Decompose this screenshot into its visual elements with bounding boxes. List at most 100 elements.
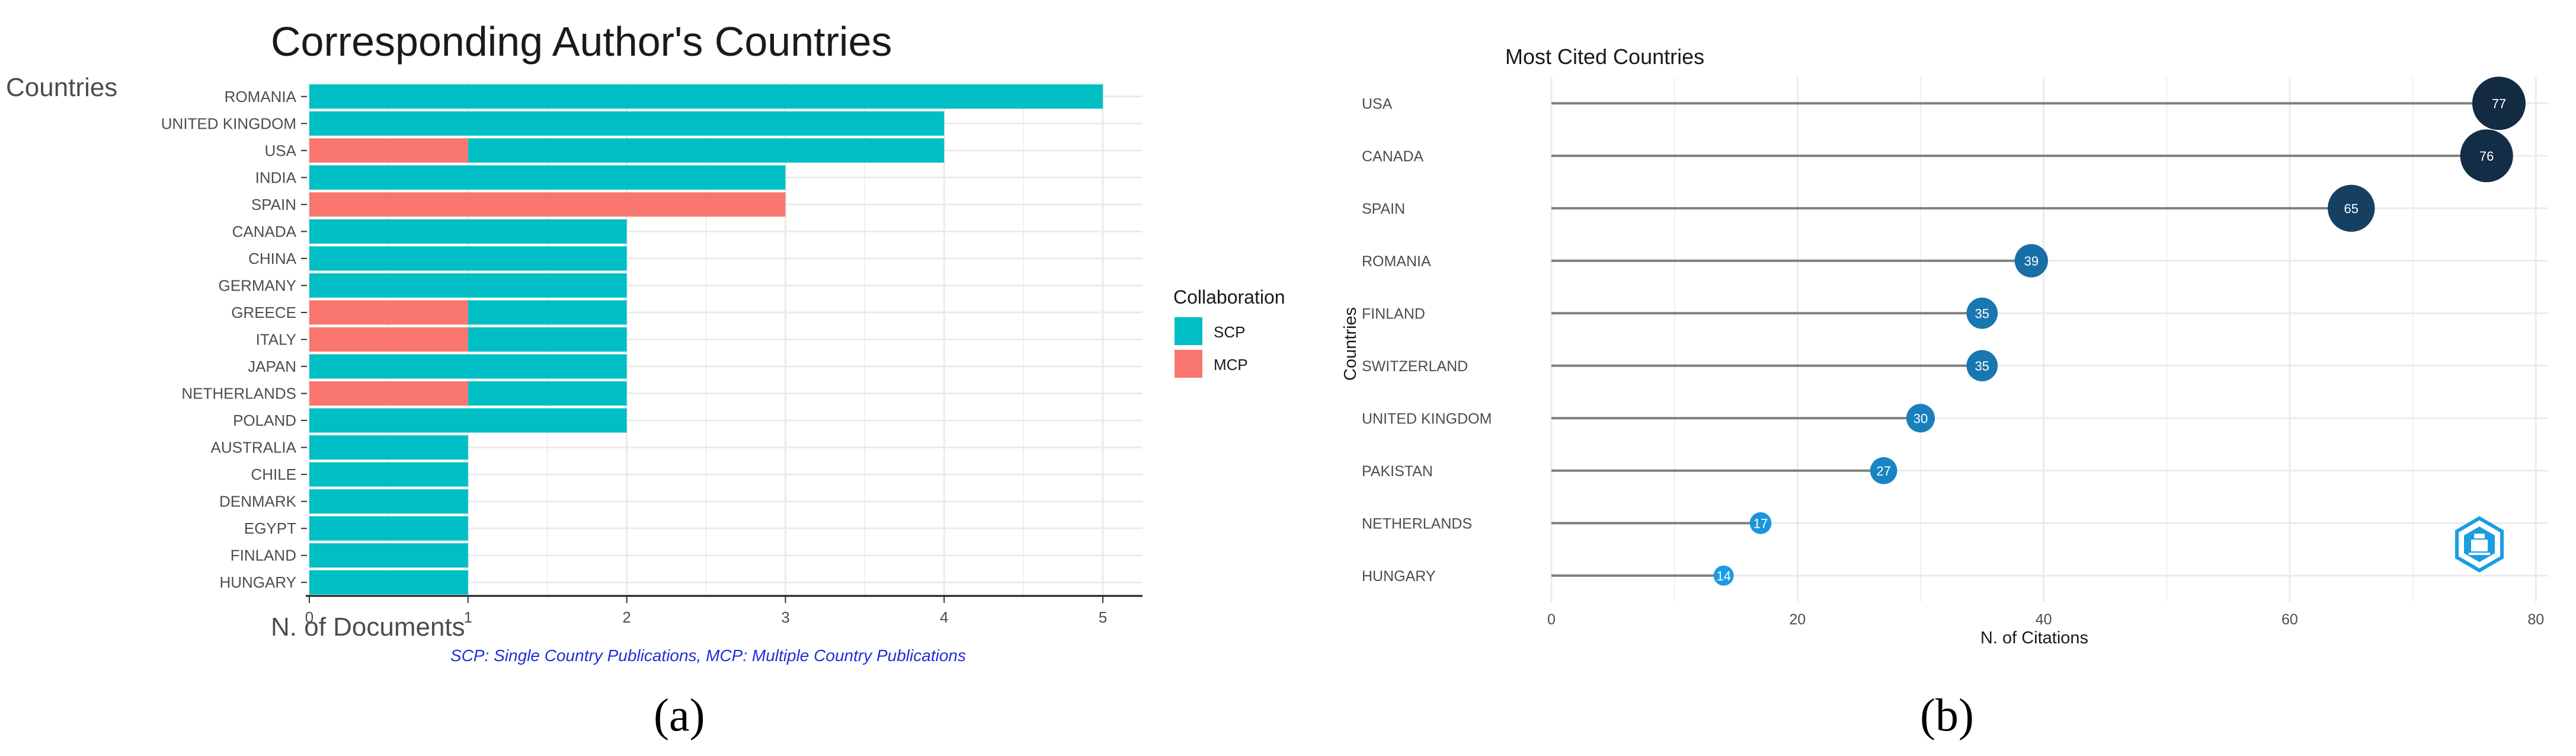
a-bar-china-scp [309, 246, 627, 271]
b-x-tick-label: 40 [2036, 611, 2052, 628]
a-legend: Collaboration SCP MCP [1173, 286, 1285, 378]
b-y-axis-label: Countries [1341, 307, 1360, 381]
a-y-tick-label: CHINA [248, 250, 297, 267]
a-y-tick-label: ROMANIA [225, 88, 297, 106]
b-point-romania [2014, 244, 2048, 277]
a-x-tick-label: 1 [464, 608, 472, 626]
a-bar-usa-scp [468, 138, 945, 163]
a-x-axis-label: N. of Documents [271, 613, 465, 642]
b-point-hungary [1713, 565, 1734, 586]
b-data-label-canada: 76 [2479, 149, 2494, 164]
b-y-tick-label: UNITED KINGDOM [1362, 410, 1492, 427]
b-data-label-spain: 65 [2344, 201, 2359, 216]
b-y-tick-label: NETHERLANDS [1362, 515, 1472, 532]
a-bar-finland-scp [309, 543, 468, 568]
a-y-tick-label: USA [265, 142, 297, 160]
a-bar-netherlands-mcp [309, 381, 468, 406]
b-y-tick-label: PAKISTAN [1362, 463, 1433, 480]
b-data-label-hungary: 14 [1716, 569, 1730, 583]
a-legend-label-scp: SCP [1214, 323, 1245, 341]
a-bar-australia-scp [309, 435, 468, 460]
a-y-tick-label: POLAND [233, 412, 296, 429]
a-x-tick-labels: 0 1 2 3 4 5 [305, 595, 1143, 626]
b-y-tick-label: ROMANIA [1362, 253, 1431, 270]
b-point-pakistan [1870, 457, 1897, 484]
a-bar-greece-mcp [309, 300, 468, 325]
a-bar-chile-scp [309, 462, 468, 487]
a-x-tick-label: 4 [940, 608, 948, 626]
b-panel-label: (b) [1920, 689, 1974, 741]
b-point-canada [2460, 129, 2513, 183]
a-caption: SCP: Single Country Publications, MCP: M… [450, 646, 966, 665]
a-bar-greece-scp [468, 300, 627, 325]
b-data-label-finland: 35 [1975, 306, 1989, 321]
a-chart-title: Corresponding Author's Countries [271, 18, 892, 65]
b-point-spain [2328, 184, 2375, 232]
b-y-tick-label: SWITZERLAND [1362, 358, 1468, 375]
b-point-finland [1966, 297, 1998, 329]
a-y-tick-label: GERMANY [219, 276, 296, 294]
a-y-tick-label: CHILE [251, 465, 296, 483]
a-y-tick-label: NETHERLANDS [181, 385, 296, 403]
b-x-tick-label: 20 [1789, 611, 1806, 628]
b-y-tick-label: HUNGARY [1362, 568, 1436, 585]
a-y-tick-label: ITALY [256, 331, 296, 349]
chart-b: 77 76 65 39 35 35 30 27 17 14 USA CANADA SPAIN ROMAN… [1341, 44, 2548, 741]
b-data-label-usa: 77 [2492, 96, 2506, 111]
a-bar-poland-scp [309, 408, 627, 433]
bibliometrix-logo-icon [2455, 516, 2504, 573]
a-y-tick-label: AUSTRALIA [211, 439, 297, 457]
a-bar-romania-scp [309, 84, 1103, 109]
a-y-tick-label: FINLAND [231, 547, 296, 564]
a-bar-hungary-scp [309, 570, 468, 595]
a-legend-key-scp [1175, 317, 1202, 345]
b-y-tick-label: USA [1362, 95, 1393, 112]
a-bar-united-kingdom-scp [309, 111, 945, 136]
b-point-united-kingdom [1906, 404, 1935, 433]
b-x-tick-label: 60 [2281, 611, 2298, 628]
a-panel-label: (a) [654, 689, 705, 741]
a-bar-italy-scp [468, 327, 627, 352]
a-bar-denmark-scp [309, 489, 468, 514]
a-bar-japan-scp [309, 354, 627, 379]
a-y-tick-label: UNITED KINGDOM [161, 114, 296, 132]
a-x-tick-label: 0 [305, 608, 313, 626]
b-y-tick-label: CANADA [1362, 148, 1424, 165]
b-x-tick-label: 80 [2527, 611, 2544, 628]
chart-a: ROMANIA UNITED KINGDOM USA INDIA SPAIN CANADA… [6, 18, 1285, 741]
a-y-tick-label: GREECE [231, 304, 296, 321]
a-bar-usa-mcp [309, 138, 468, 163]
a-bar-canada-scp [309, 219, 627, 244]
a-y-tick-label: HUNGARY [219, 573, 296, 591]
a-y-tick-labels: ROMANIA UNITED KINGDOM USA INDIA SPAIN CANADA… [161, 88, 307, 591]
b-data-label-netherlands: 17 [1753, 516, 1768, 531]
a-y-tick-label: SPAIN [251, 196, 296, 213]
a-bar-india-scp [309, 165, 786, 190]
b-point-switzerland [1966, 350, 1998, 382]
b-lollipops: 77 76 65 39 35 35 30 27 17 14 [1551, 76, 2526, 586]
b-data-label-romania: 39 [2024, 254, 2039, 269]
a-bars [309, 84, 1103, 595]
a-y-tick-label: EGYPT [244, 519, 296, 537]
a-bar-spain-mcp [309, 192, 786, 217]
a-legend-key-mcp [1175, 350, 1202, 378]
b-y-tick-labels: USA CANADA SPAIN ROMANIA FINLAND SWITZERLAND U… [1362, 95, 1492, 585]
a-y-axis-label: Countries [6, 73, 117, 102]
a-bar-germany-scp [309, 273, 627, 298]
b-point-usa [2472, 76, 2526, 130]
b-chart-title: Most Cited Countries [1505, 44, 1704, 69]
b-y-tick-label: SPAIN [1362, 200, 1405, 217]
b-y-tick-label: FINLAND [1362, 305, 1425, 322]
a-y-tick-label: DENMARK [219, 493, 297, 511]
b-data-label-switzerland: 35 [1975, 359, 1989, 374]
b-x-axis-label: N. of Citations [1980, 629, 2088, 647]
a-bar-netherlands-scp [468, 381, 627, 406]
a-legend-label-mcp: MCP [1214, 356, 1248, 374]
a-bar-egypt-scp [309, 516, 468, 541]
b-data-label-pakistan: 27 [1876, 464, 1890, 479]
b-x-tick-label: 0 [1547, 611, 1556, 628]
a-x-tick-label: 5 [1099, 608, 1107, 626]
a-x-tick-label: 2 [622, 608, 631, 626]
a-y-tick-label: INDIA [255, 168, 297, 186]
